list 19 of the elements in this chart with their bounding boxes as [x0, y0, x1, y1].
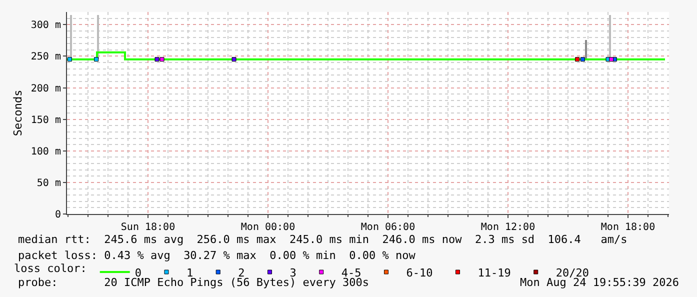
x-tick-label: Mon 00:00 — [240, 222, 296, 233]
text: packet loss: 0.43 % avg 30.27 % max 0.00 % min 0.00 % now — [18, 249, 416, 262]
y-tick-label: 100 m — [30, 146, 61, 158]
legend-title: loss color: — [14, 262, 87, 275]
y-tick-label: 200 m — [30, 83, 61, 94]
x-tick-label: Mon 06:00 — [360, 222, 416, 233]
text: median rtt: 245.6 ms avg 256.0 ms max 245.0 ms min 246.0 ms now 2.3 ms sd 106.4 am/s — [18, 233, 628, 246]
y-tick-label: 50 m — [36, 178, 61, 189]
y-axis-title: Seconds — [12, 90, 25, 136]
x-tick-label: Mon 12:00 — [480, 222, 536, 233]
legend-label: 6-10 — [406, 266, 433, 280]
y-tick-label: 250 m — [30, 52, 61, 63]
text: Mon Aug 24 19:55:39 2026 — [520, 276, 679, 289]
y-tick-label: 300 m — [30, 20, 61, 32]
x-tick-label: Mon 18:00 — [600, 222, 656, 233]
y-tick-label: 150 m — [30, 114, 61, 126]
legend-label: 11-19 — [478, 266, 511, 280]
x-tick-label: Sun 18:00 — [120, 222, 176, 233]
y-tick-label: 0 — [54, 210, 61, 220]
